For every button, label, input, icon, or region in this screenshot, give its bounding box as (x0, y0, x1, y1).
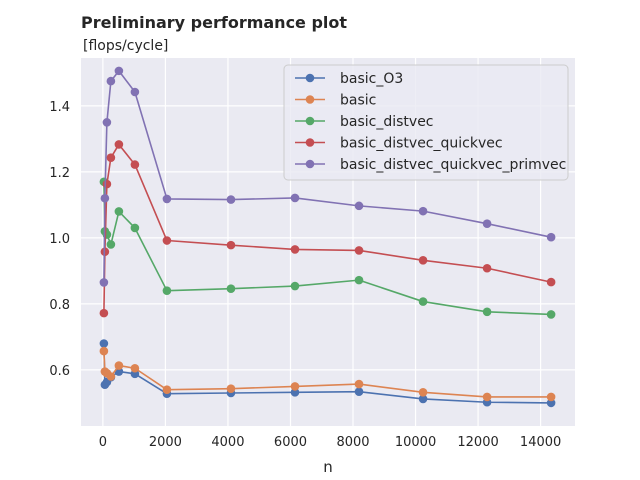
x-tick-label: 8000 (336, 435, 369, 450)
x-tick-label: 0 (99, 435, 107, 450)
y-tick-label: 1.4 (49, 100, 70, 115)
data-point (99, 308, 109, 318)
data-point (354, 379, 364, 389)
data-point (99, 278, 109, 287)
x-tick-label: 14000 (520, 435, 561, 450)
series-basic-distvec (99, 177, 556, 319)
data-point (290, 382, 300, 391)
data-point (102, 118, 112, 127)
data-point (106, 153, 116, 162)
legend-label: basic_O3 (340, 71, 403, 87)
data-point (546, 392, 556, 402)
data-point (100, 193, 110, 203)
x-axis-label: n (323, 458, 333, 476)
data-point (354, 387, 364, 396)
legend-swatch-marker (305, 116, 315, 126)
x-tick-label: 10000 (395, 435, 436, 450)
data-point (482, 392, 492, 402)
data-point (130, 363, 140, 373)
data-point (290, 245, 300, 254)
data-point (162, 385, 172, 394)
data-point (162, 194, 172, 204)
data-point (162, 236, 172, 245)
data-point (418, 256, 428, 265)
data-point (546, 232, 556, 242)
legend-label: basic_distvec_quickvec_primvec (340, 157, 566, 173)
legend-item: basic_distvec_quickvec_primvec (295, 157, 566, 173)
data-point (226, 195, 236, 204)
data-point (482, 263, 492, 273)
data-point (226, 384, 236, 394)
chart-title: Preliminary performance plot (81, 13, 347, 32)
data-point (290, 388, 300, 397)
legend-swatch-marker (305, 159, 315, 169)
x-tick-label: 12000 (457, 435, 498, 450)
legend-item: basic_distvec (295, 114, 434, 130)
data-point (290, 193, 300, 203)
x-tick-label: 6000 (274, 435, 307, 450)
data-point (418, 388, 428, 397)
legend-item: basic (295, 93, 376, 109)
data-point (106, 76, 116, 86)
legend-label: basic_distvec (340, 114, 434, 130)
data-point (114, 207, 124, 216)
chart-subtitle: [flops/cycle] (83, 38, 168, 54)
x-tick-label: 4000 (211, 435, 244, 450)
legend-item: basic_O3 (295, 71, 403, 87)
data-point (130, 160, 140, 169)
data-point (130, 223, 140, 233)
data-point (482, 307, 492, 317)
data-point (226, 284, 236, 294)
data-point (546, 277, 556, 287)
data-point (102, 179, 112, 189)
y-tick-label: 1.2 (49, 166, 70, 181)
data-point (354, 201, 364, 211)
series-basic-distvec-quickvec-primvec (99, 66, 556, 287)
data-point (130, 87, 140, 97)
series-basic-distvec-quickvec (99, 140, 556, 318)
data-point (290, 281, 300, 291)
series-basic (99, 346, 556, 402)
legend-box (283, 64, 569, 181)
legend-label: basic_distvec_quickvec (340, 136, 503, 152)
data-point (546, 398, 556, 408)
legend-label: basic (340, 93, 376, 109)
legend-swatch-marker (305, 138, 315, 147)
x-axis-ticks: 0 2000 4000 6000 8000 10000 12000 14000 (99, 435, 562, 450)
data-point (226, 240, 236, 250)
data-point (418, 297, 428, 306)
data-point (354, 246, 364, 255)
y-tick-label: 0.8 (49, 298, 70, 313)
y-axis-ticks: 0.6 0.8 1.0 1.2 1.4 (49, 100, 70, 379)
data-point (99, 339, 109, 348)
legend-swatch-marker (305, 95, 315, 104)
data-point (482, 219, 492, 228)
data-point (418, 394, 428, 404)
legend-swatch-marker (305, 73, 315, 83)
x-tick-label: 2000 (149, 435, 182, 450)
data-point (162, 286, 172, 295)
series-layer (99, 66, 556, 408)
data-point (418, 206, 428, 216)
data-point (99, 346, 109, 356)
data-point (114, 361, 124, 370)
data-point (354, 275, 364, 285)
legend-item: basic_distvec_quickvec (295, 136, 503, 152)
data-point (546, 310, 556, 319)
data-point (114, 140, 124, 149)
y-tick-label: 1.0 (49, 232, 70, 247)
data-point (106, 240, 116, 249)
data-point (106, 372, 116, 381)
data-point (114, 66, 124, 76)
y-tick-label: 0.6 (49, 364, 70, 379)
